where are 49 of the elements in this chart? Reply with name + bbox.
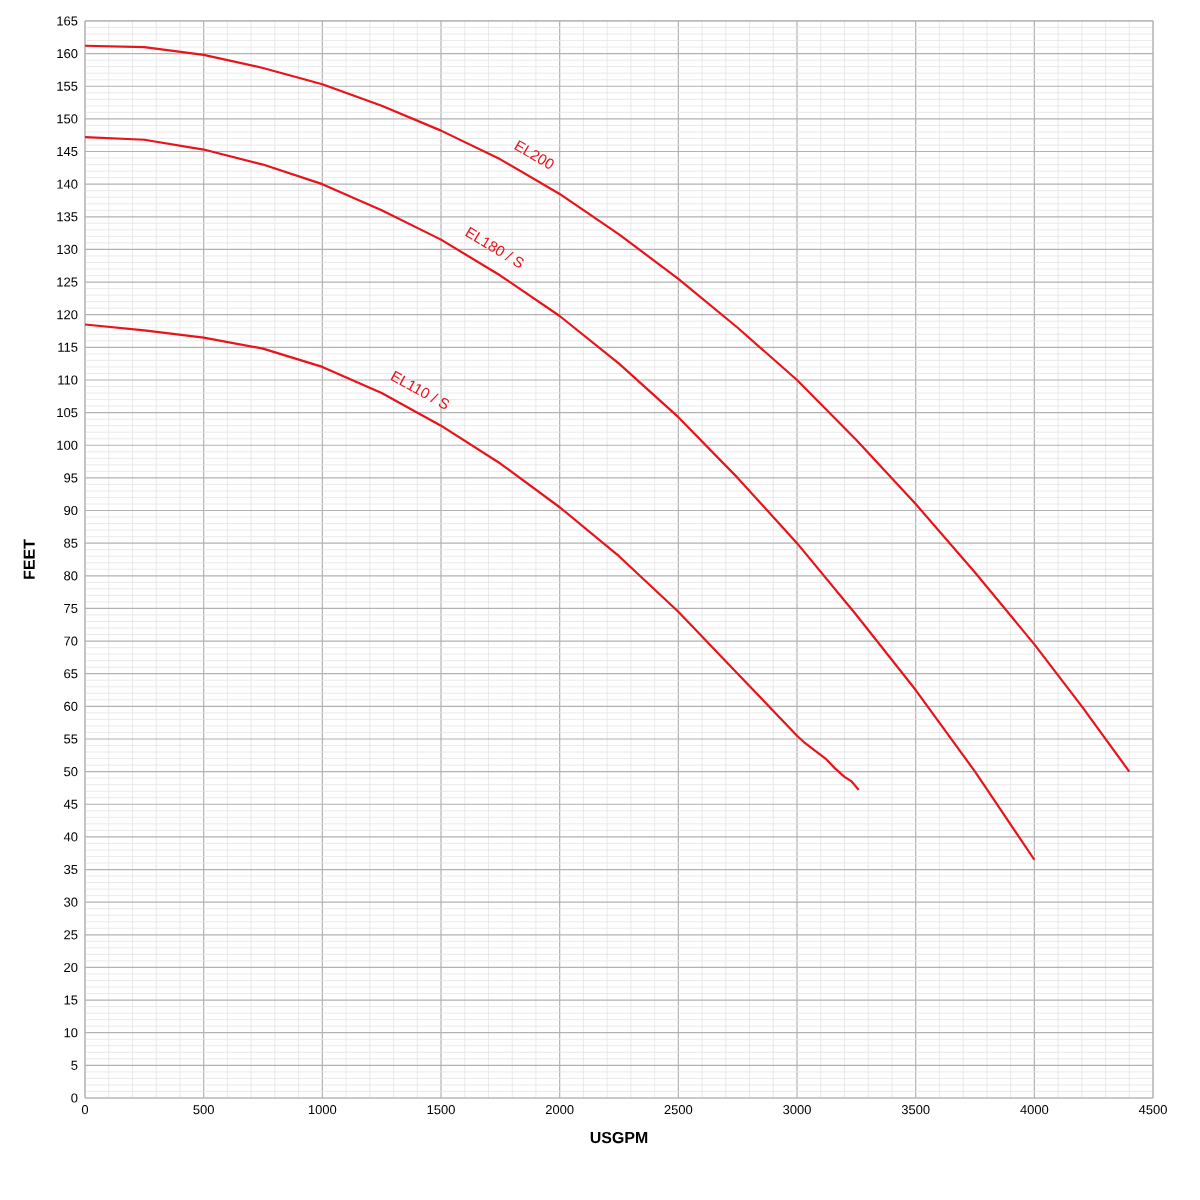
- y-tick-label: 140: [57, 179, 78, 189]
- x-axis-title: USGPM: [590, 1131, 648, 1144]
- y-tick-label: 45: [63, 799, 78, 809]
- y-tick-label: 55: [64, 734, 78, 744]
- y-tick-label: 105: [57, 408, 78, 418]
- y-tick-label: 5: [71, 1060, 78, 1070]
- y-tick-label: 165: [57, 16, 78, 26]
- y-tick-label: 30: [64, 897, 78, 907]
- y-tick-label: 20: [64, 962, 78, 973]
- x-tick-label: 4500: [1138, 1105, 1167, 1115]
- x-tick-label: 3500: [901, 1105, 930, 1115]
- y-tick-label: 110: [58, 375, 78, 385]
- line-series: [85, 136, 1036, 861]
- y-tick-label: 0: [71, 1093, 78, 1103]
- y-tick-label: 60: [64, 701, 78, 711]
- y-axis-title: FEET: [23, 539, 35, 579]
- x-tick-label: 1500: [427, 1105, 455, 1115]
- y-tick-label: 90: [64, 505, 78, 516]
- x-tick-label: 3000: [783, 1105, 811, 1115]
- y-tick-label: 65: [64, 669, 78, 679]
- x-tick-label: 4000: [1020, 1105, 1049, 1115]
- line-series: [85, 44, 1131, 773]
- y-tick-label: 25: [64, 930, 78, 940]
- y-tick-label: 75: [64, 603, 78, 613]
- y-tick-label: 150: [57, 114, 78, 124]
- y-tick-label: 50: [64, 767, 78, 777]
- y-tick-label: 120: [57, 310, 78, 320]
- y-tick-label: 135: [57, 212, 78, 222]
- y-tick-label: 35: [64, 864, 78, 875]
- y-tick-label: 125: [57, 277, 78, 287]
- y-tick-label: 40: [63, 832, 78, 842]
- x-tick-label: 1000: [308, 1105, 337, 1115]
- y-tick-label: 95: [64, 473, 78, 483]
- line-series: [85, 323, 860, 791]
- y-tick-label: 145: [57, 147, 78, 157]
- y-tick-label: 155: [57, 81, 78, 91]
- x-tick-label: 0: [81, 1105, 89, 1115]
- y-tick-label: 130: [57, 244, 78, 255]
- x-tick-label: 2500: [664, 1105, 693, 1115]
- y-tick-label: 85: [64, 538, 78, 548]
- y-tick-label: 160: [57, 49, 78, 59]
- y-tick-label: 100: [57, 440, 78, 450]
- x-tick-label: 500: [193, 1105, 214, 1115]
- y-tick-label: 10: [64, 1028, 78, 1038]
- y-tick-label: 80: [64, 571, 78, 581]
- y-tick-label: 115: [58, 342, 78, 352]
- y-tick-label: 15: [64, 995, 78, 1005]
- x-tick-label: 2000: [545, 1105, 574, 1115]
- y-tick-label: 70: [64, 636, 78, 646]
